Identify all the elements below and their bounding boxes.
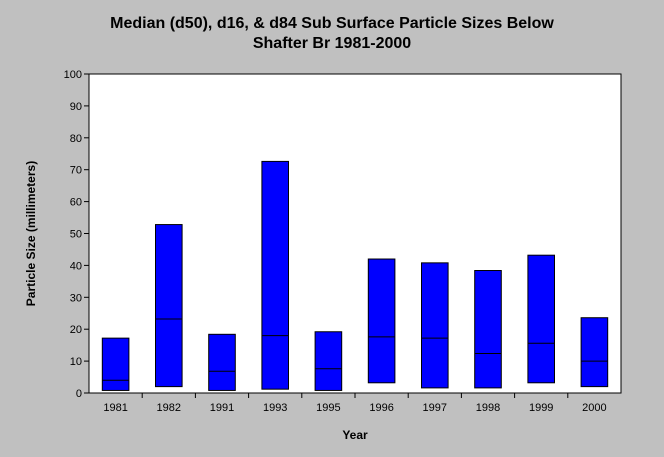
y-tick-label: 40 (70, 260, 82, 272)
range-bar (421, 262, 449, 389)
y-axis: 0 10 20 30 40 50 60 70 80 90 100 (64, 69, 89, 400)
y-axis-label: Particle Size (millimeters) (24, 161, 38, 306)
x-tick-label: 2000 (582, 402, 606, 414)
y-tick-label: 10 (70, 356, 82, 368)
y-tick-label: 70 (70, 165, 82, 177)
x-tick-label: 1996 (369, 402, 393, 414)
range-bar (155, 224, 183, 388)
y-tick-label: 30 (70, 292, 82, 304)
range-bar (314, 331, 343, 391)
y-tick-label: 80 (70, 133, 82, 145)
y-tick-label: 60 (70, 197, 82, 209)
range-bar (527, 254, 556, 384)
range-bar (261, 160, 289, 390)
y-tick-label: 100 (64, 69, 82, 81)
x-tick-label: 1982 (157, 402, 181, 414)
x-tick-label: 1981 (103, 402, 127, 414)
range-bar (367, 258, 396, 384)
x-tick-label: 1999 (529, 402, 553, 414)
x-tick-label: 1998 (476, 402, 500, 414)
chart-subtitle: Shafter Br 1981-2000 (252, 35, 412, 52)
range-bar (208, 333, 236, 391)
x-axis-label: Year (342, 428, 368, 442)
x-axis: 1981 1982 1991 1993 1995 1996 1997 1998 1999 2000 (103, 393, 607, 414)
x-tick-label: 1993 (263, 402, 287, 414)
y-tick-label: 20 (70, 324, 82, 336)
x-tick-label: 1997 (423, 402, 447, 414)
range-bars (101, 160, 609, 391)
range-bar (474, 270, 502, 389)
y-tick-label: 50 (70, 229, 82, 241)
y-tick-label: 90 (70, 101, 82, 113)
y-tick-label: 0 (76, 388, 82, 400)
x-tick-label: 1995 (316, 402, 340, 414)
x-tick-label: 1991 (210, 402, 234, 414)
range-bar (580, 317, 609, 388)
chart-title: Median (d50), d16, & d84 Sub Surface Par… (110, 15, 554, 32)
range-bar (101, 337, 130, 391)
